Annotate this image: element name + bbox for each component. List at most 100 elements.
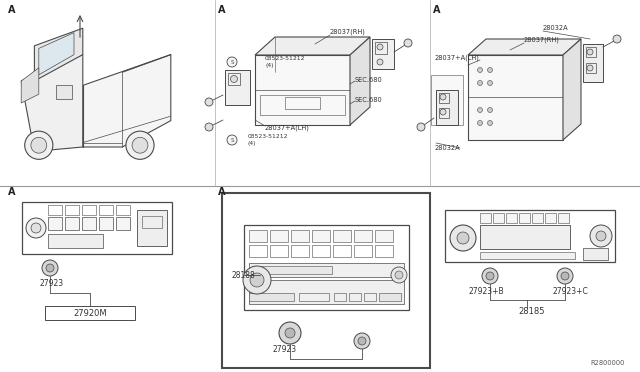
Text: 28032A: 28032A: [435, 145, 461, 151]
Circle shape: [31, 137, 47, 153]
Circle shape: [561, 272, 569, 280]
Text: 28037+A(LH): 28037+A(LH): [435, 55, 480, 61]
Bar: [480, 225, 570, 249]
Circle shape: [31, 223, 41, 233]
Bar: [228, 73, 240, 85]
Circle shape: [395, 271, 403, 279]
Circle shape: [596, 231, 606, 241]
Circle shape: [391, 267, 407, 283]
Bar: [137, 210, 167, 246]
Circle shape: [477, 80, 483, 86]
Bar: [439, 108, 449, 118]
Polygon shape: [468, 39, 581, 55]
Circle shape: [488, 108, 493, 112]
Bar: [249, 280, 404, 304]
Bar: [354, 230, 372, 242]
Circle shape: [26, 218, 46, 238]
Bar: [45, 306, 135, 320]
Text: SEC.680: SEC.680: [355, 97, 383, 103]
Circle shape: [243, 266, 271, 294]
Bar: [65, 205, 79, 215]
Polygon shape: [35, 28, 83, 81]
Text: A: A: [218, 5, 226, 15]
Bar: [375, 245, 393, 257]
Bar: [244, 225, 409, 310]
Bar: [291, 230, 309, 242]
Circle shape: [477, 121, 483, 125]
Text: 28185: 28185: [519, 308, 545, 317]
Bar: [431, 75, 463, 125]
Circle shape: [557, 268, 573, 284]
Text: 08523-51212: 08523-51212: [248, 135, 289, 140]
Text: 08523-51212: 08523-51212: [265, 57, 305, 61]
Circle shape: [613, 35, 621, 43]
Bar: [116, 217, 130, 230]
Bar: [249, 230, 267, 242]
Bar: [99, 217, 113, 230]
Bar: [255, 55, 350, 125]
Circle shape: [279, 322, 301, 344]
Bar: [249, 245, 267, 257]
Bar: [99, 205, 113, 215]
Bar: [558, 213, 569, 223]
Bar: [354, 245, 372, 257]
Bar: [299, 293, 329, 301]
Bar: [270, 230, 288, 242]
Bar: [333, 245, 351, 257]
Text: 27923: 27923: [273, 346, 297, 355]
Circle shape: [457, 232, 469, 244]
Bar: [379, 293, 401, 301]
Bar: [82, 217, 96, 230]
Text: A: A: [218, 187, 226, 197]
Circle shape: [590, 225, 612, 247]
Bar: [468, 55, 563, 140]
Bar: [249, 263, 404, 277]
Circle shape: [227, 135, 237, 145]
Circle shape: [482, 268, 498, 284]
Bar: [82, 205, 96, 215]
Bar: [22, 202, 172, 254]
Bar: [249, 293, 294, 301]
Bar: [116, 205, 130, 215]
Text: R2800000: R2800000: [591, 360, 625, 366]
Bar: [333, 230, 351, 242]
Circle shape: [486, 272, 494, 280]
Bar: [142, 216, 162, 228]
Circle shape: [477, 67, 483, 73]
Circle shape: [205, 123, 213, 131]
Text: A: A: [8, 187, 16, 197]
Bar: [48, 205, 62, 215]
Bar: [260, 95, 345, 115]
Circle shape: [25, 131, 53, 159]
Circle shape: [440, 94, 446, 100]
Circle shape: [488, 121, 493, 125]
Circle shape: [358, 337, 366, 345]
Bar: [56, 86, 72, 99]
Bar: [270, 245, 288, 257]
Bar: [48, 234, 103, 248]
Bar: [285, 97, 320, 109]
Bar: [364, 293, 376, 301]
Circle shape: [46, 264, 54, 272]
Circle shape: [404, 39, 412, 47]
Bar: [545, 213, 556, 223]
Circle shape: [230, 76, 237, 83]
Bar: [519, 213, 530, 223]
Circle shape: [250, 273, 264, 287]
Circle shape: [440, 109, 446, 115]
Circle shape: [354, 333, 370, 349]
Text: S: S: [230, 138, 234, 142]
Bar: [445, 210, 615, 262]
Bar: [436, 90, 458, 125]
Bar: [480, 252, 575, 259]
Text: 28032A: 28032A: [543, 25, 568, 31]
Bar: [334, 293, 346, 301]
Text: A: A: [8, 5, 16, 15]
Polygon shape: [21, 68, 39, 103]
Bar: [506, 213, 517, 223]
Circle shape: [42, 260, 58, 276]
Bar: [372, 39, 394, 69]
Circle shape: [587, 65, 593, 71]
Circle shape: [477, 108, 483, 112]
Circle shape: [227, 57, 237, 67]
